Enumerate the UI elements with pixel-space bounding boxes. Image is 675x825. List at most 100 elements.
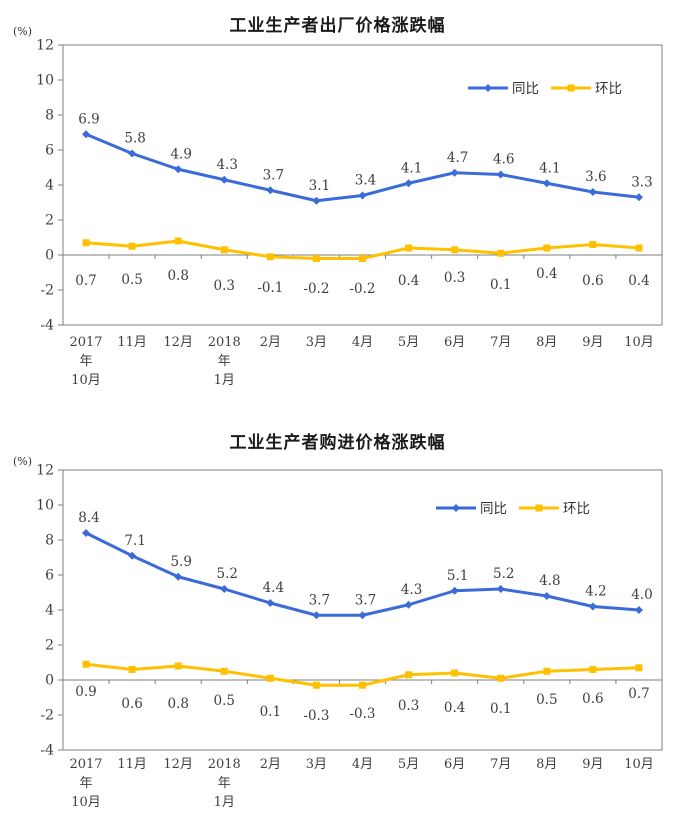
x-category-label: 3月 (306, 757, 327, 772)
data-point (358, 191, 367, 200)
data-label: 0.5 (121, 272, 142, 288)
x-axis-labels: 2017 年 10月 11月 12月 2018 年 1月 2月 3月 4月 5月 6月 7月 8月 9月 10月 (69, 335, 653, 388)
data-point (174, 662, 182, 670)
y-tick-label: 10 (36, 73, 54, 89)
x-category-label: 10月 (624, 335, 654, 350)
data-label: 0.8 (167, 696, 188, 712)
data-point (82, 130, 91, 139)
series-yoy-labels: 6.9 5.8 4.9 4.3 3.7 3.1 3.4 4.1 4.7 4.6 4.1 3.6 3.3 (78, 111, 652, 194)
series-mom-labels: 0.7 0.5 0.8 0.3 -0.1 -0.2 -0.2 0.4 0.3 0.1 0.4 0.6 0… (75, 266, 649, 297)
legend-label: 环比 (563, 501, 590, 516)
data-label: 0.6 (582, 273, 603, 289)
x-category-label: 10月 (71, 373, 101, 388)
data-label: 4.2 (585, 584, 606, 600)
data-point (359, 255, 366, 262)
data-label: -0.3 (303, 708, 329, 724)
x-category-label: 1月 (214, 373, 235, 388)
data-label: 0.6 (121, 696, 142, 712)
data-point (312, 681, 320, 689)
legend: 同比 环比 (468, 81, 622, 96)
y-tick-label: 0 (45, 673, 54, 689)
y-tick-label: 2 (45, 213, 54, 229)
legend-marker (535, 504, 543, 512)
y-tick-label: 4 (45, 603, 54, 619)
y-axis-unit-label: (%) (13, 25, 33, 38)
legend-label: 同比 (512, 81, 539, 96)
data-label: 5.2 (493, 566, 514, 582)
factory-price-chart-canvas: -4 -2 0 2 4 6 8 10 12 2017 年 10月 11月 12月 2018 年 1月 2月 3月 4月… (36, 38, 663, 388)
y-axis: -4 -2 0 2 4 6 8 10 12 (36, 38, 63, 334)
data-point (312, 196, 321, 205)
data-label: 4.0 (631, 587, 652, 603)
data-label: 0.3 (444, 270, 465, 286)
data-point (82, 239, 90, 247)
data-point (542, 179, 551, 188)
data-point (266, 599, 275, 607)
y-tick-label: 6 (45, 143, 54, 159)
legend-item-mom: 环比 (551, 81, 622, 96)
data-label: 3.6 (585, 169, 606, 185)
data-point (450, 168, 459, 177)
legend-marker (567, 84, 575, 92)
purchase-price-chart-canvas: -4 -2 0 2 4 6 8 10 12 2017 年 10月 11月 12月 2018 年 1月 2月 3月 4月… (36, 463, 663, 810)
x-category-label: 11月 (117, 335, 147, 350)
data-point (543, 667, 551, 675)
data-point (128, 666, 136, 673)
data-label: 4.7 (447, 150, 468, 166)
data-label: 0.6 (582, 691, 603, 707)
chart-section-purchase-price: 工业生产者购进价格涨跌幅 (%) -4 -2 0 2 4 6 8 10 12 2017 年 10月 11… (0, 412, 675, 825)
series-mom-line (82, 237, 643, 262)
x-category-label: 2017 (69, 757, 102, 772)
data-label: 0.7 (628, 686, 649, 702)
legend-label: 同比 (480, 501, 507, 516)
data-label: -0.2 (303, 281, 329, 297)
chart-title: 工业生产者购进价格涨跌幅 (229, 433, 446, 452)
data-label: 3.7 (355, 592, 376, 608)
data-label: 0.5 (536, 692, 557, 708)
y-tick-label: 10 (36, 498, 54, 514)
x-category-label: 5月 (398, 757, 419, 772)
x-category-label: 1月 (214, 795, 235, 810)
x-category-label: 2017 (69, 335, 102, 350)
data-point (588, 602, 597, 611)
x-category-label: 6月 (444, 757, 465, 772)
data-point (404, 179, 413, 188)
data-label: 8.4 (78, 510, 99, 526)
data-point (82, 529, 91, 537)
x-category-label: 11月 (117, 757, 147, 772)
y-tick-label: 8 (45, 108, 54, 124)
data-label: 0.1 (490, 277, 511, 293)
data-point (220, 175, 229, 184)
data-label: 5.8 (124, 131, 145, 147)
data-point (359, 681, 366, 689)
data-point (634, 193, 643, 202)
data-label: 0.9 (75, 684, 96, 700)
y-axis: -4 -2 0 2 4 6 8 10 12 (36, 463, 63, 759)
y-tick-label: -2 (40, 283, 54, 299)
y-axis-unit-label: (%) (13, 455, 33, 468)
x-category-label: 12月 (163, 757, 193, 772)
x-category-label: 8月 (536, 757, 557, 772)
y-tick-label: 6 (45, 568, 54, 584)
data-label: 0.4 (444, 700, 465, 716)
data-label: 3.3 (631, 174, 652, 190)
y-tick-label: 2 (45, 638, 54, 654)
data-point (174, 572, 183, 581)
data-label: 4.6 (493, 152, 514, 168)
legend-label: 环比 (595, 81, 622, 96)
data-label: 5.9 (170, 554, 191, 570)
data-label: 4.9 (170, 146, 191, 162)
data-label: 5.2 (217, 566, 238, 582)
x-category-label: 3月 (306, 335, 327, 350)
data-label: 5.1 (447, 568, 468, 584)
y-tick-label: -2 (40, 708, 54, 724)
data-point (266, 674, 274, 682)
data-point (451, 669, 459, 677)
y-tick-label: 12 (36, 38, 54, 54)
y-tick-label: 4 (45, 178, 54, 194)
series-yoy-line (82, 529, 643, 620)
x-category-label: 年 (218, 776, 231, 791)
x-category-label: 10月 (624, 757, 654, 772)
data-point (220, 667, 228, 675)
series-mom-labels: 0.9 0.6 0.8 0.5 0.1 -0.3 -0.3 0.3 0.4 0.1 0.5 0.6 0.… (75, 684, 649, 724)
